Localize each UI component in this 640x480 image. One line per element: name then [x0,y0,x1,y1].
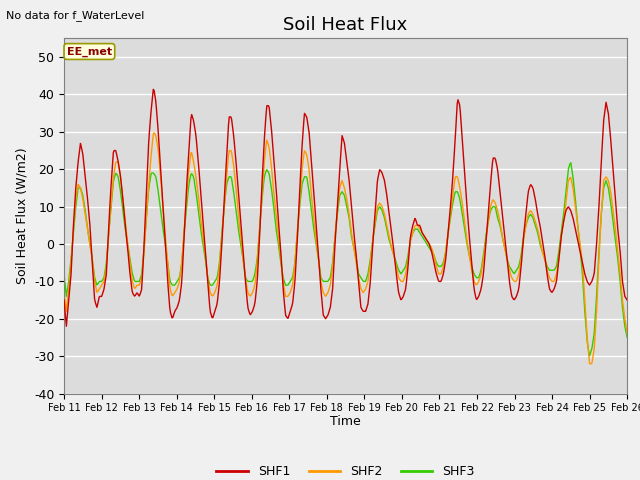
Legend: SHF1, SHF2, SHF3: SHF1, SHF2, SHF3 [211,460,480,480]
Y-axis label: Soil Heat Flux (W/m2): Soil Heat Flux (W/m2) [15,148,28,284]
Text: EE_met: EE_met [67,47,112,57]
Text: No data for f_WaterLevel: No data for f_WaterLevel [6,10,145,21]
X-axis label: Time: Time [330,415,361,428]
Title: Soil Heat Flux: Soil Heat Flux [284,16,408,34]
